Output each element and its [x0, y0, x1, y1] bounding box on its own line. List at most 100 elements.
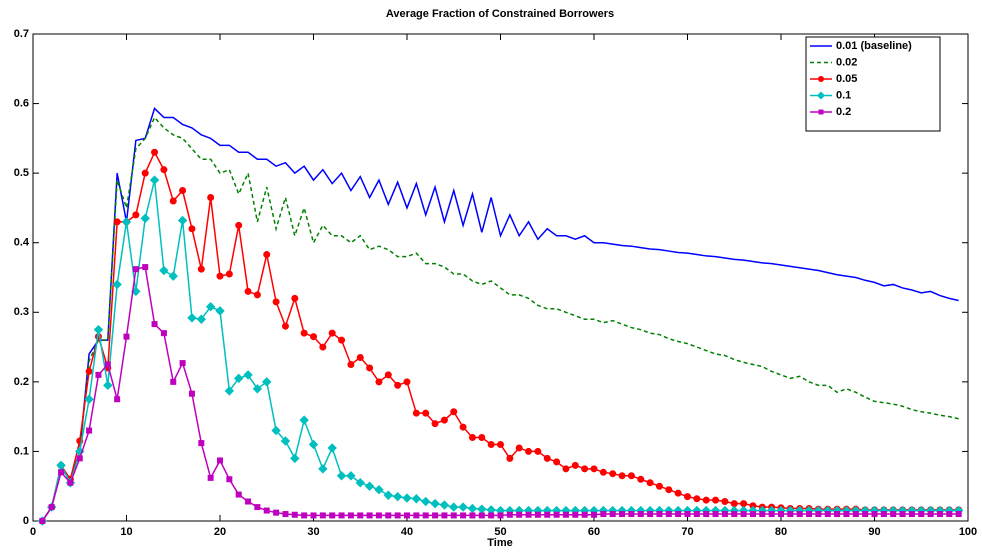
point: [647, 511, 654, 518]
point: [665, 511, 672, 518]
y-tick-label: 0.5: [14, 167, 29, 179]
point: [225, 270, 233, 278]
point: [815, 511, 822, 518]
point: [327, 443, 337, 453]
point: [478, 512, 485, 519]
point: [281, 322, 289, 330]
point: [263, 251, 271, 259]
x-tick-label: 60: [588, 526, 600, 538]
point: [936, 511, 943, 518]
point: [160, 166, 168, 174]
point: [469, 512, 476, 519]
point: [336, 471, 347, 481]
point: [198, 440, 205, 447]
point: [392, 491, 403, 502]
point: [235, 491, 242, 498]
point: [188, 225, 196, 233]
point: [169, 197, 177, 205]
point: [627, 472, 635, 480]
legend-label: 0.01 (baseline): [836, 40, 912, 52]
point: [132, 211, 140, 219]
point: [179, 187, 187, 195]
point: [571, 461, 579, 469]
point: [273, 509, 280, 516]
point: [525, 511, 532, 518]
point: [599, 468, 607, 476]
point: [160, 330, 167, 337]
point: [440, 416, 448, 424]
point: [355, 478, 365, 488]
point: [58, 469, 65, 476]
x-tick-label: 80: [775, 526, 787, 538]
point: [413, 512, 420, 519]
legend-label: 0.1: [836, 89, 851, 101]
point: [553, 511, 560, 518]
point: [712, 511, 719, 518]
point: [394, 381, 402, 389]
legend-marker: [818, 76, 824, 82]
point: [272, 298, 280, 306]
point: [740, 500, 748, 508]
point: [263, 507, 270, 514]
point: [730, 500, 738, 508]
point: [534, 447, 542, 455]
point: [460, 512, 467, 519]
point: [253, 291, 261, 299]
point: [506, 454, 514, 462]
point: [216, 272, 224, 280]
point: [280, 436, 291, 446]
point: [628, 511, 635, 518]
point: [609, 511, 616, 518]
legend-marker: [817, 91, 825, 100]
point: [310, 512, 317, 519]
point: [731, 511, 738, 518]
point: [544, 511, 551, 518]
point: [787, 511, 794, 518]
point: [459, 423, 467, 431]
point: [478, 434, 486, 442]
point: [113, 218, 121, 226]
point: [609, 470, 617, 478]
point: [619, 511, 626, 518]
point: [468, 434, 476, 442]
point: [347, 512, 354, 519]
point: [637, 511, 644, 518]
point: [299, 415, 309, 425]
x-tick-label: 90: [868, 526, 880, 538]
x-tick-label: 10: [120, 526, 132, 538]
point: [684, 511, 691, 518]
point: [356, 354, 364, 362]
legend-label: 0.2: [836, 106, 851, 118]
point: [217, 457, 223, 464]
point: [374, 484, 384, 495]
point: [806, 511, 813, 518]
point: [712, 496, 720, 504]
point: [553, 458, 561, 466]
x-tick-label: 30: [307, 526, 319, 538]
point: [572, 511, 579, 518]
point: [338, 336, 346, 344]
point: [310, 333, 317, 341]
point: [394, 512, 401, 519]
point: [778, 511, 784, 518]
point: [308, 439, 319, 450]
point: [252, 384, 263, 394]
x-axis-label: Time: [487, 537, 512, 549]
point: [187, 313, 197, 323]
point: [590, 465, 598, 473]
point: [525, 447, 533, 455]
point: [824, 511, 831, 518]
point: [338, 512, 345, 519]
x-tick-label: 50: [494, 526, 506, 538]
point: [908, 511, 915, 518]
point: [506, 511, 513, 518]
point: [132, 266, 139, 273]
point: [581, 465, 589, 473]
point: [749, 511, 756, 518]
point: [843, 511, 850, 518]
point: [375, 378, 383, 386]
point: [450, 512, 457, 519]
point: [703, 511, 710, 518]
point: [159, 265, 169, 276]
